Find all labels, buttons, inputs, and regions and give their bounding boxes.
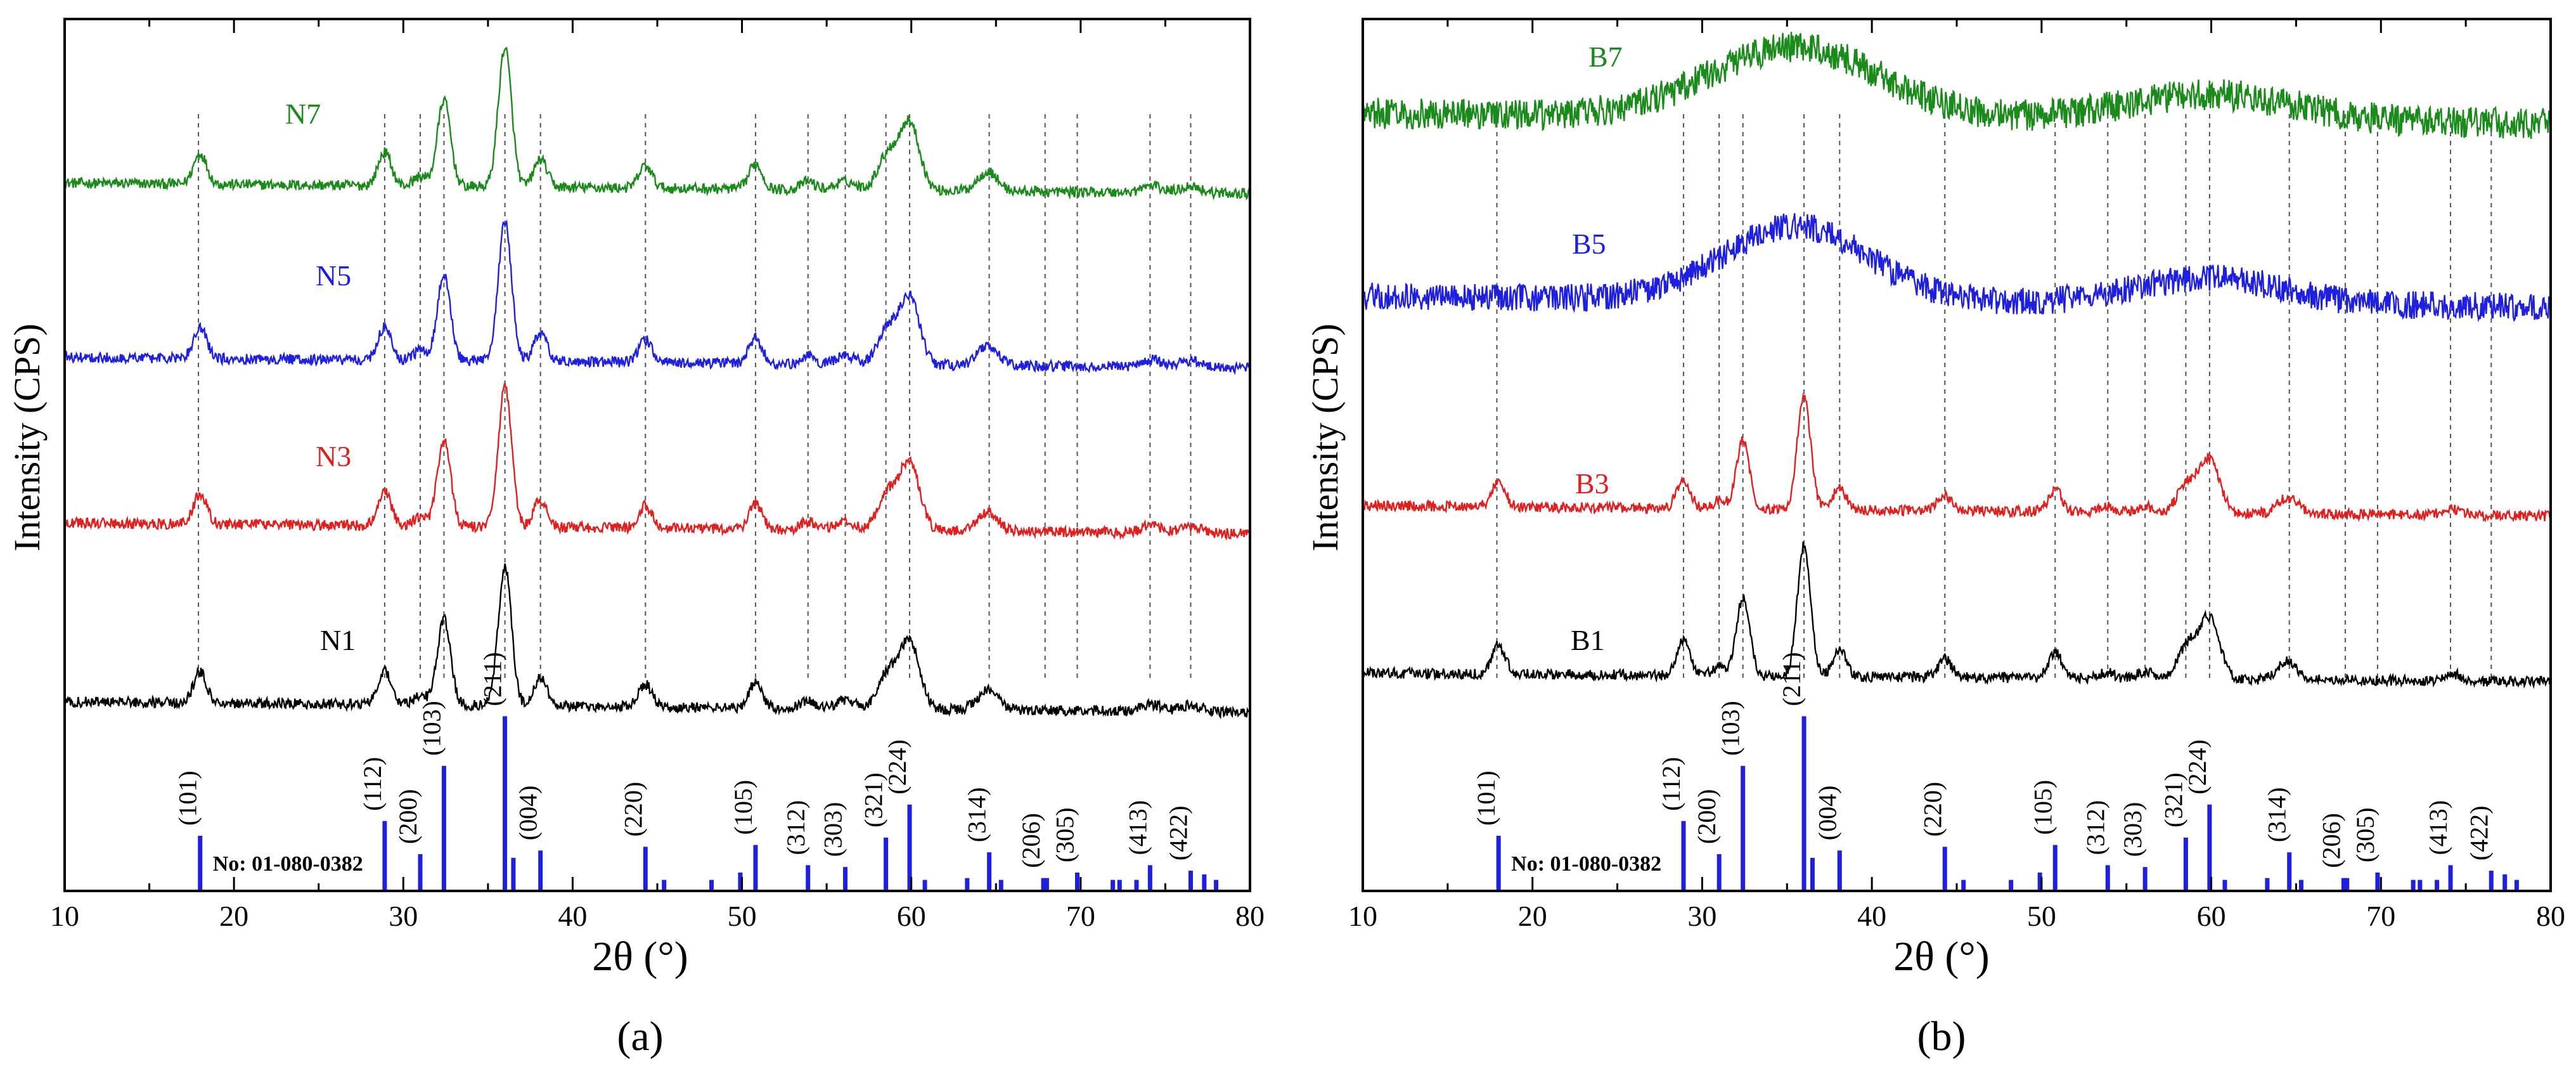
x-tick-label: 20 — [1518, 900, 1547, 932]
panel-a-ylabel: Intensity (CPS) — [6, 323, 48, 551]
panel-b: Intensity (CPS) 2θ (°) (b) (101) (112)(20… — [1304, 18, 2565, 1060]
stick-label: (413) — [1123, 800, 1152, 855]
stick-label: (105) — [729, 780, 757, 835]
series-line-n3 — [63, 382, 1251, 541]
panel-b-label: (b) — [1917, 1013, 1966, 1060]
stick-label: (004) — [1813, 786, 1841, 841]
stick-label: (422) — [2464, 805, 2493, 860]
x-tick-label: 30 — [389, 900, 418, 932]
series-label-n3: N3 — [316, 440, 351, 472]
panel-b-ylabel: Intensity (CPS) — [1304, 323, 1346, 551]
x-tick-label: 10 — [50, 900, 79, 932]
panel-b-xlabel: 2θ (°) — [1893, 933, 1989, 980]
stick-label: (200) — [394, 789, 422, 844]
x-tick-label: 40 — [1857, 900, 1886, 932]
stick-label: (303) — [819, 802, 847, 857]
stick-label: (305) — [2351, 807, 2380, 862]
series-label-n7: N7 — [285, 98, 321, 130]
stick-label: (101) — [174, 770, 202, 826]
series-label-b7: B7 — [1588, 41, 1623, 73]
x-tick-label: 40 — [558, 900, 587, 932]
x-tick-label: 30 — [1687, 900, 1716, 932]
stick-label: (206) — [1017, 813, 1045, 868]
series-label-n1: N1 — [320, 624, 356, 656]
stick-label: (101) — [1472, 770, 1500, 826]
panel-a-xlabel: 2θ (°) — [592, 933, 688, 980]
x-tick-label: 70 — [1066, 900, 1095, 932]
panel-a: Intensity (CPS) 2θ (°) (a) (101) (112)(20… — [6, 18, 1265, 1060]
x-tick-label: 50 — [728, 900, 757, 932]
stick-label: (314) — [963, 787, 991, 842]
stick-label: (314) — [2263, 787, 2291, 842]
x-tick-label: 50 — [2027, 900, 2056, 932]
stick-label: (103) — [1716, 701, 1745, 756]
series-line-b7 — [1362, 32, 2552, 140]
series-line-b1 — [1362, 541, 2552, 689]
stick-label: (312) — [2081, 800, 2109, 855]
stick-label: (305) — [1051, 807, 1079, 862]
stick-label: (112) — [358, 757, 387, 811]
stick-label: (105) — [2028, 780, 2057, 835]
stick-label: (112) — [1657, 757, 1685, 811]
x-tick-label: 60 — [2197, 900, 2226, 932]
series-label-b5: B5 — [1572, 228, 1606, 260]
stick-label: (200) — [1692, 789, 1721, 844]
plot-frame — [1362, 18, 2552, 892]
stick-label: (004) — [514, 786, 543, 841]
stick-label: (321) — [2159, 772, 2187, 828]
plot-frame — [63, 18, 1251, 892]
stick-label: (224) — [2183, 739, 2212, 795]
series-label-b1: B1 — [1571, 624, 1605, 656]
stick-label: (206) — [2317, 813, 2345, 868]
stick-label: (413) — [2424, 800, 2452, 855]
series-line-b5 — [1362, 213, 2552, 323]
series-line-b3 — [1362, 392, 2552, 523]
series-label-n5: N5 — [316, 259, 351, 292]
panel-a-label: (a) — [617, 1013, 663, 1060]
stick-label: (220) — [619, 782, 647, 837]
series-line-n1 — [63, 563, 1251, 720]
x-tick-label: 80 — [2536, 900, 2565, 932]
stick-label: (211) — [1777, 652, 1806, 706]
series-line-n7 — [64, 46, 1251, 201]
stick-label: (220) — [1918, 782, 1947, 837]
stick-label: (303) — [2118, 802, 2147, 857]
x-tick-label: 10 — [1348, 900, 1377, 932]
stick-label: (321) — [860, 772, 888, 828]
x-tick-label: 70 — [2366, 900, 2395, 932]
reference-card-label: No: 01-080-0382 — [213, 852, 363, 876]
stick-label: (224) — [883, 739, 911, 795]
series-label-b3: B3 — [1575, 467, 1609, 500]
stick-label: (103) — [417, 701, 446, 756]
x-tick-label: 60 — [897, 900, 926, 932]
x-tick-label: 20 — [219, 900, 248, 932]
stick-label: (312) — [782, 800, 810, 855]
series-line-n5 — [63, 219, 1251, 375]
reference-card-label: No: 01-080-0382 — [1511, 852, 1661, 876]
stick-label: (422) — [1164, 805, 1193, 860]
x-tick-label: 80 — [1235, 900, 1265, 932]
